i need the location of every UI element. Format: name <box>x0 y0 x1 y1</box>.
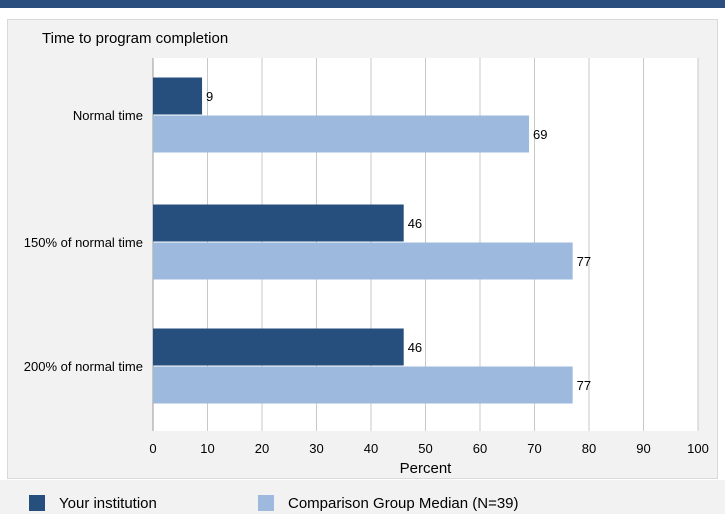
bar-your-institution <box>153 204 404 242</box>
legend-label-your-institution: Your institution <box>59 494 157 512</box>
bar-comparison-group <box>153 115 530 153</box>
category-label: 200% of normal time <box>24 359 143 374</box>
data-label: 77 <box>577 378 591 393</box>
legend-label-comparison-group: Comparison Group Median (N=39) <box>288 494 519 512</box>
x-tick-label: 90 <box>636 441 650 456</box>
legend-swatch-comparison-group <box>258 495 274 511</box>
x-tick-label: 70 <box>527 441 541 456</box>
category-label: 150% of normal time <box>24 235 143 250</box>
header-rule <box>0 0 725 8</box>
legend-swatch-your-institution <box>29 495 45 511</box>
data-label: 9 <box>206 89 213 104</box>
data-label: 69 <box>533 127 547 142</box>
x-axis-title: Percent <box>400 460 453 477</box>
bar-your-institution <box>153 77 203 115</box>
x-tick-label: 40 <box>364 441 378 456</box>
legend-item-your-institution: Your institution <box>29 494 157 512</box>
x-tick-label: 100 <box>687 441 709 456</box>
x-tick-label: 80 <box>582 441 596 456</box>
data-label: 46 <box>408 216 422 231</box>
x-tick-label: 30 <box>309 441 323 456</box>
bar-comparison-group <box>153 366 573 404</box>
x-tick-label: 10 <box>200 441 214 456</box>
legend-item-comparison-group: Comparison Group Median (N=39) <box>258 494 519 512</box>
x-tick-label: 0 <box>149 441 156 456</box>
data-label: 46 <box>408 340 422 355</box>
x-tick-label: 20 <box>255 441 269 456</box>
data-label: 77 <box>577 254 591 269</box>
x-tick-label: 60 <box>473 441 487 456</box>
bar-chart: 0 10 20 30 40 50 60 70 80 90 100 Percent Normal time… <box>24 58 709 477</box>
chart-legend: Your institution Comparison Group Median… <box>0 480 725 514</box>
bar-comparison-group <box>153 242 573 280</box>
chart-title: Time to program completion <box>42 30 229 47</box>
x-tick-label: 50 <box>418 441 432 456</box>
category-label: Normal time <box>73 108 143 123</box>
bar-your-institution <box>153 328 404 366</box>
